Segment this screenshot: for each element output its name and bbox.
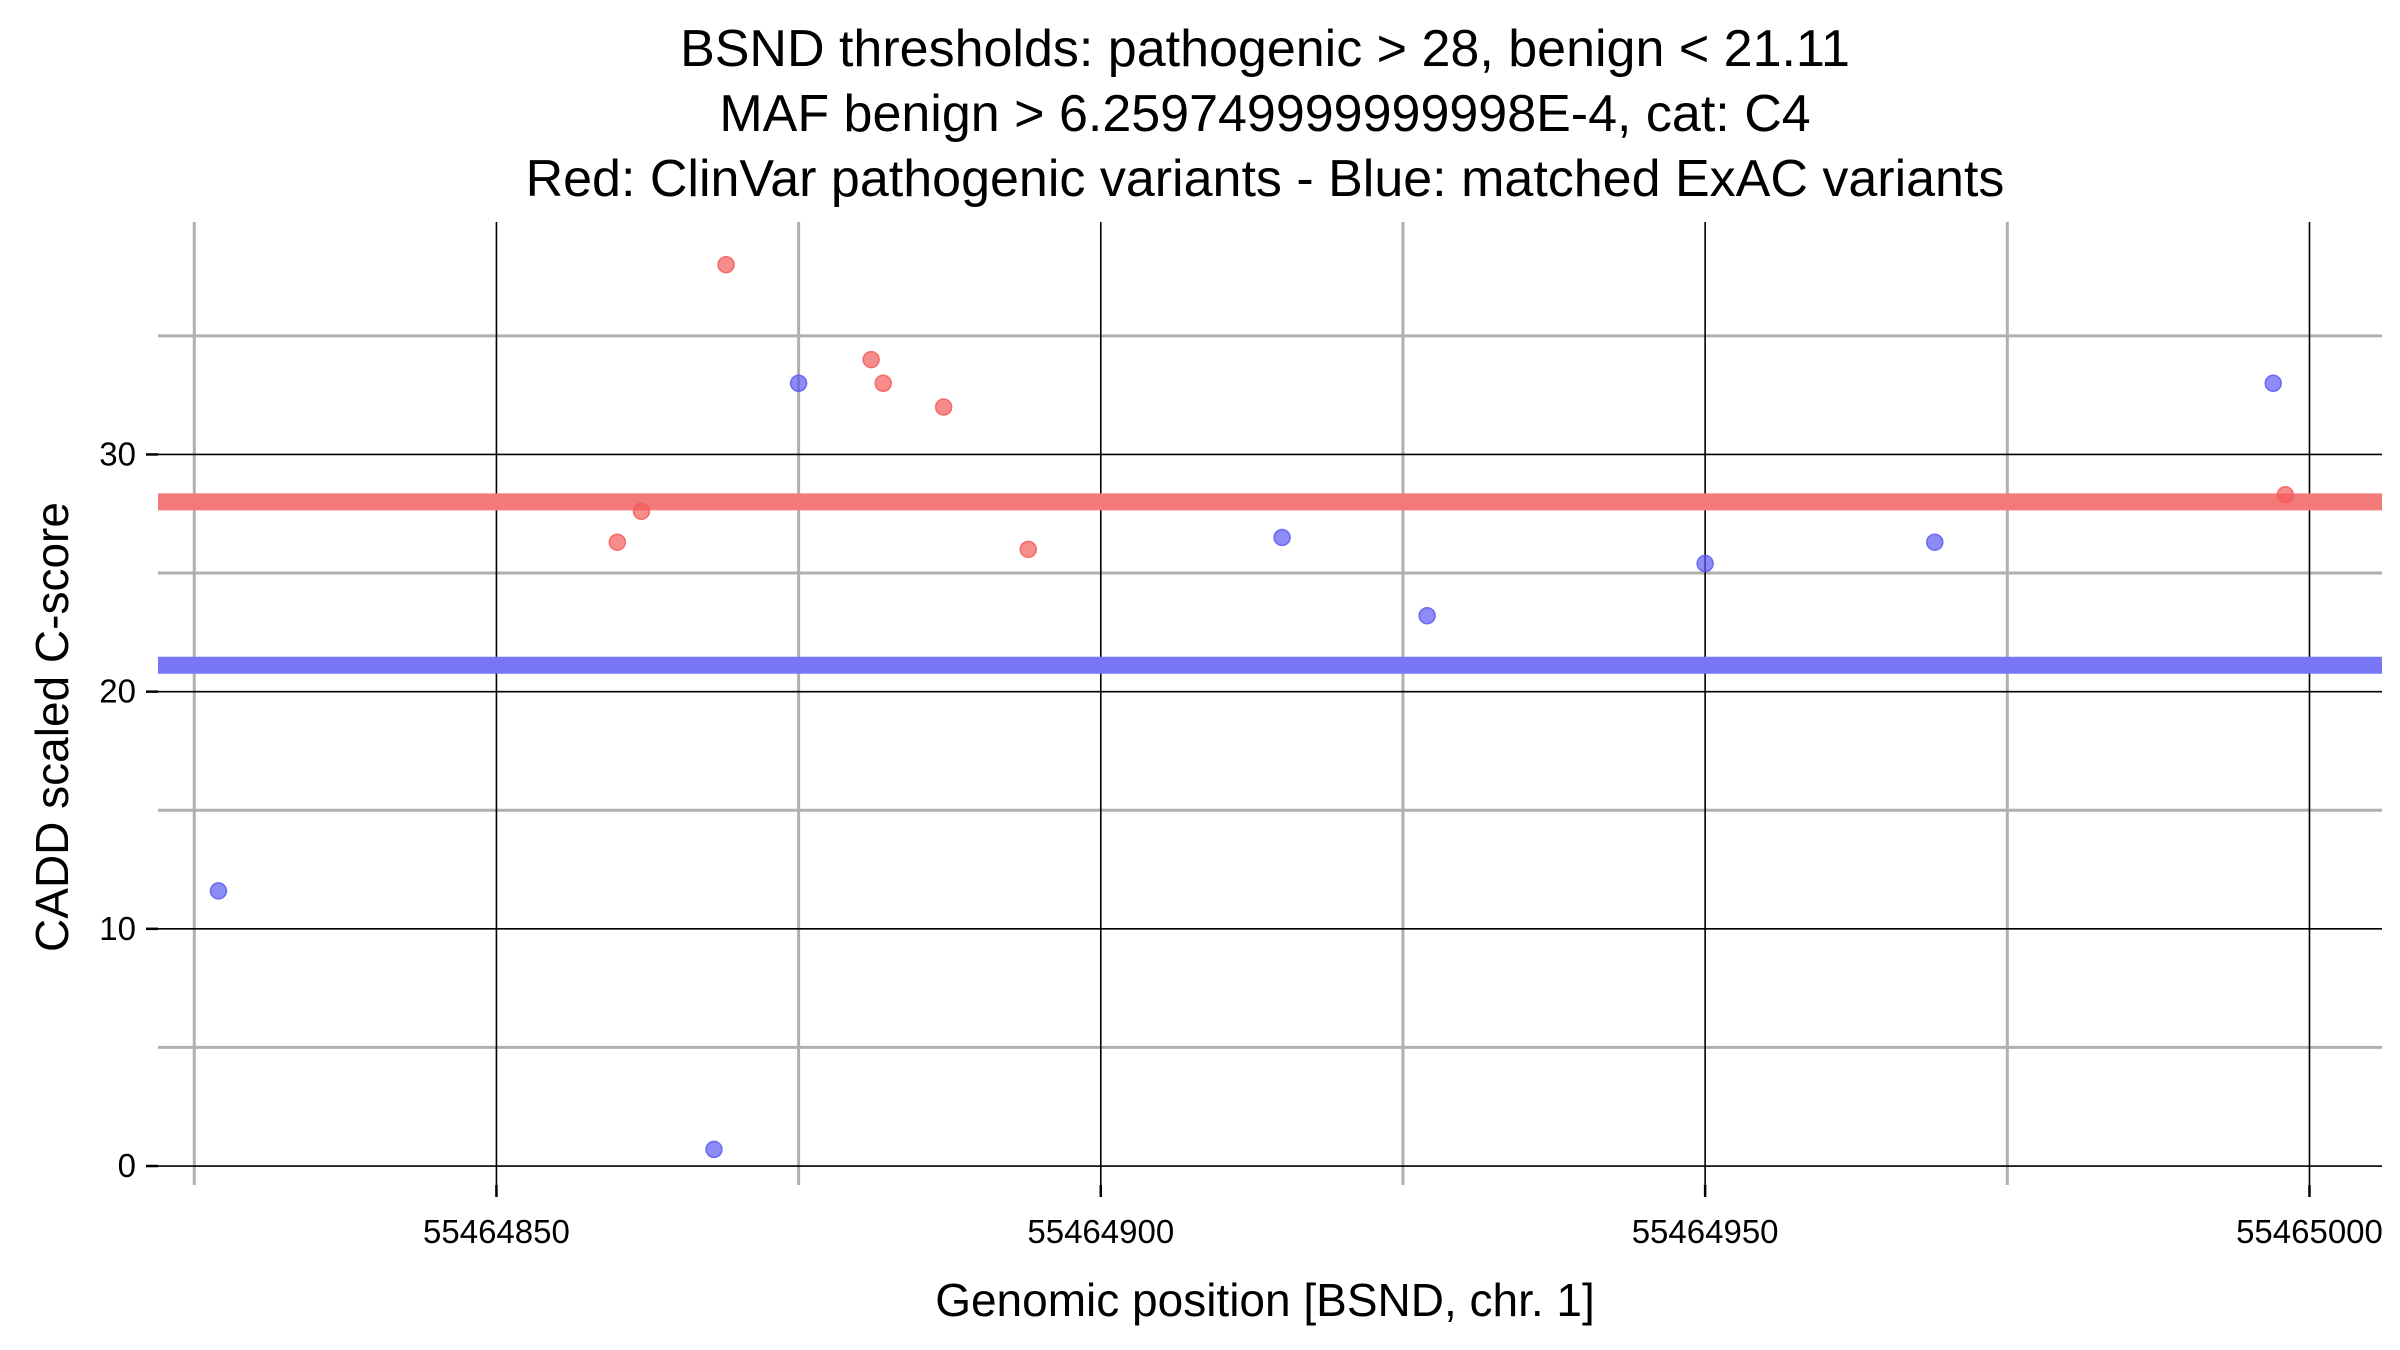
data-point — [705, 1140, 723, 1159]
data-point — [862, 350, 880, 369]
data-point — [1019, 540, 1038, 559]
data-point — [1926, 533, 1944, 551]
data-points — [209, 255, 2295, 1159]
x-tick-label: 55464950 — [1632, 1213, 1779, 1250]
y-axis: 0 10 20 30 — [99, 435, 158, 1184]
data-point — [1273, 528, 1291, 547]
data-point — [717, 255, 735, 274]
data-point — [1696, 554, 1714, 573]
title-line-1: BSND thresholds: pathogenic > 28, benign… — [680, 20, 1850, 78]
x-tick-label: 55464900 — [1027, 1213, 1174, 1250]
x-axis: 55464850 55464900 55464950 55465000 — [423, 1185, 2383, 1250]
x-axis-title: Genomic position [BSND, chr. 1] — [935, 1274, 1595, 1326]
y-axis-title: CADD scaled C-score — [26, 502, 78, 952]
x-tick-label: 55465000 — [2236, 1213, 2383, 1250]
y-tick-label: 30 — [99, 435, 136, 472]
title-line-2: MAF benign > 6.259749999999998E-4, cat: … — [719, 85, 1810, 143]
y-tick-label: 20 — [99, 673, 136, 710]
threshold-lines — [158, 493, 2382, 674]
data-point — [608, 533, 627, 551]
data-point — [789, 374, 808, 393]
x-tick-label: 55464850 — [423, 1213, 570, 1250]
data-point — [934, 398, 953, 416]
data-point — [2276, 486, 2295, 504]
data-point — [874, 374, 892, 393]
chart-title: BSND thresholds: pathogenic > 28, benign… — [526, 20, 2005, 208]
title-line-3: Red: ClinVar pathogenic variants - Blue:… — [526, 150, 2005, 208]
data-point — [209, 882, 228, 900]
minor-gridlines — [158, 222, 2382, 1185]
data-point — [1418, 606, 1436, 625]
y-tick-label: 0 — [118, 1147, 136, 1184]
y-tick-label: 10 — [99, 910, 136, 947]
major-gridlines — [158, 222, 2382, 1185]
data-point — [632, 502, 651, 521]
data-point — [2264, 374, 2282, 393]
